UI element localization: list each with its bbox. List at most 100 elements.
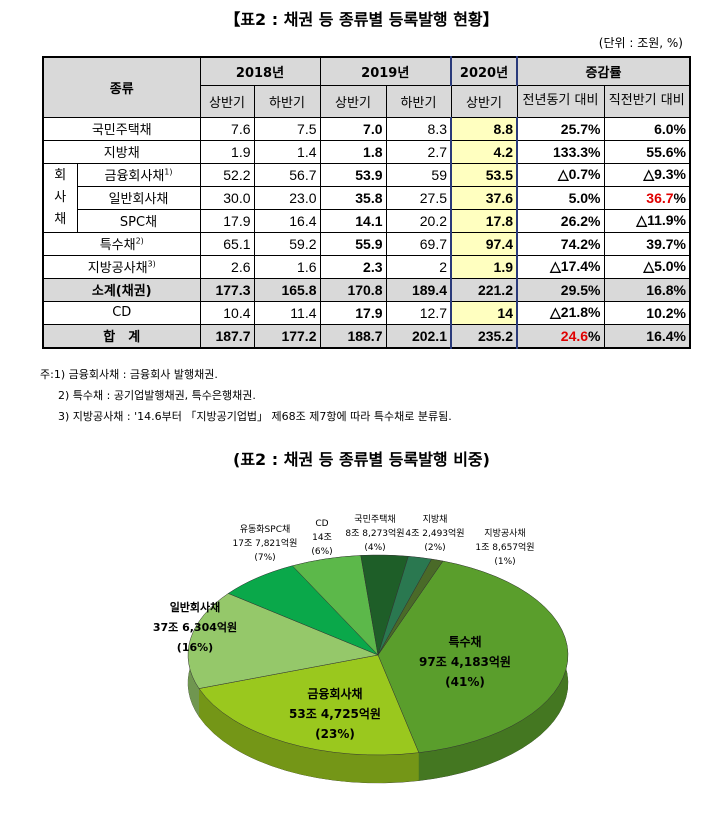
- footnote-2: 2) 특수채 : 공기업발행채권, 특수은행채권.: [58, 389, 256, 402]
- cell: 5.0%: [516, 185, 605, 210]
- label-spc: 유동화SPC채 17조 7,821억원 (7%): [232, 525, 298, 563]
- row-name-text: 합 계: [103, 330, 141, 345]
- cell: △21.8%: [516, 300, 605, 325]
- table-row: 지방공사채3) 2.6 1.6 2.3 2 1.9 △17.4% △5.0%: [42, 254, 691, 279]
- cell: 25.7%: [516, 116, 605, 141]
- cell: 17.8: [450, 208, 518, 233]
- cell: 16.4: [253, 208, 321, 233]
- cell: 59.2: [253, 231, 321, 256]
- cell-value: △9.3%: [643, 166, 686, 182]
- cell: 2: [385, 254, 452, 279]
- label-financial: 금융회사채 53조 4,725억원 (23%): [289, 687, 381, 741]
- cell-value: 27.5: [419, 189, 447, 206]
- footnote-ref: 2): [135, 236, 144, 246]
- cell-value: 59: [431, 166, 447, 183]
- cell-value: 35.8: [355, 189, 383, 206]
- label-local: 지방채 4조 2,493억원 (2%): [405, 515, 465, 553]
- cell-value: 30.0: [223, 189, 251, 206]
- row-name-text: 특수채: [99, 238, 136, 253]
- table-row: 특수채2) 65.1 59.2 55.9 69.7 97.4 74.2% 39.7%: [42, 231, 691, 256]
- cell: 53.5: [450, 162, 518, 187]
- cell-value: 20.2: [419, 212, 447, 229]
- header-kind: 종류: [42, 56, 201, 118]
- cell: 7.5: [253, 116, 321, 141]
- label-special: 특수채 97조 4,183억원 (41%): [419, 635, 511, 689]
- header-yoy: 전년동기 대비: [516, 84, 605, 118]
- table-row: 합 계 187.7 177.2 188.7 202.1 235.2 24.6% 16.4%: [42, 323, 691, 348]
- cell-value: 2: [439, 258, 447, 275]
- row-name: 소계(채권): [42, 277, 201, 302]
- table-row: 소계(채권) 177.3 165.8 170.8 189.4 221.2 29.5% 16.8…: [42, 277, 691, 302]
- cell: △11.9%: [603, 208, 691, 233]
- cell: 10.2%: [603, 300, 691, 325]
- cell: 12.7: [385, 300, 452, 325]
- group-label: 회 사 채: [42, 162, 78, 233]
- row-name-text: 국민주택채: [91, 123, 152, 138]
- cell-value: 133.3%: [553, 143, 601, 160]
- cell-value: 189.4: [411, 281, 447, 298]
- cell: 97.4: [450, 231, 518, 256]
- row-name-text: SPC채: [119, 215, 158, 230]
- label-general: 일반회사채 37조 6,304억원 (16%): [152, 601, 238, 654]
- cell: 36.7%: [603, 185, 691, 210]
- row-name-text: 소계(채권): [91, 284, 152, 299]
- cell-value: 52.2: [223, 166, 251, 183]
- cell: 26.2%: [516, 208, 605, 233]
- cell: 17.9: [319, 300, 387, 325]
- cell-value: 2.7: [427, 143, 447, 160]
- cell: 24.6%: [516, 323, 605, 348]
- cell-value: △0.7%: [557, 166, 601, 182]
- cell-value: 16.4: [289, 212, 317, 229]
- cell-value: 65.1: [223, 235, 251, 252]
- header-h2: 하반기: [385, 84, 452, 118]
- cell: 1.8: [319, 139, 387, 164]
- cell: 8.3: [385, 116, 452, 141]
- percent-sign: %: [588, 327, 601, 344]
- cell-value: 235.2: [477, 327, 513, 344]
- cell: 4.2: [450, 139, 518, 164]
- cell: 133.3%: [516, 139, 605, 164]
- cell: 16.8%: [603, 277, 691, 302]
- cell-value: 7.6: [231, 120, 251, 137]
- cell-value: 6.0%: [654, 120, 686, 137]
- cell: 56.7: [253, 162, 321, 187]
- cell-value: 221.2: [477, 281, 513, 298]
- pie-slice: [198, 654, 420, 756]
- row-name: 금융회사채1): [76, 162, 201, 187]
- cell: 1.9: [450, 254, 518, 279]
- cell-value: 1.8: [363, 143, 383, 160]
- pie-slice: [377, 558, 444, 656]
- cell-value: 55.6%: [646, 143, 686, 160]
- cell: 11.4: [253, 300, 321, 325]
- cell-value: 74.2%: [560, 235, 601, 252]
- footnote-ref: 1): [164, 167, 173, 177]
- cell: 202.1: [385, 323, 452, 348]
- label-housing: 국민주택채 8조 8,273억원 (4%): [345, 515, 405, 553]
- cell-value: △11.9%: [636, 212, 686, 228]
- header-hoh: 직전반기 대비: [603, 84, 691, 118]
- cell: 37.6: [450, 185, 518, 210]
- pie-slice: [377, 560, 569, 753]
- table-row: 일반회사채 30.0 23.0 35.8 27.5 37.6 5.0% 36.7%: [43, 185, 691, 210]
- header-h2: 하반기: [253, 84, 321, 118]
- unit-label: (단위 : 조원, %): [598, 36, 683, 50]
- cell-value: 177.2: [281, 327, 317, 344]
- cell-value: 5.0%: [568, 189, 601, 206]
- cell-value: 17.9: [223, 212, 251, 229]
- cell-value: 1.9: [493, 258, 513, 275]
- cell-value: 16.4%: [646, 327, 686, 344]
- cell-value: 24.6: [560, 327, 589, 344]
- cell-value: 29.5%: [560, 281, 601, 298]
- row-name-text: 금융회사채: [104, 169, 165, 184]
- cell: 2.7: [385, 139, 452, 164]
- cell-value: 10.2%: [646, 304, 686, 321]
- header-h1: 상반기: [319, 84, 387, 118]
- cell: 177.3: [199, 277, 255, 302]
- label-cd: CD 14조 (6%): [311, 519, 333, 557]
- cell: 6.0%: [603, 116, 691, 141]
- cell: 55.9: [319, 231, 387, 256]
- cell-value: 2.3: [363, 258, 383, 275]
- cell-value: △5.0%: [643, 258, 686, 274]
- cell: 170.8: [319, 277, 387, 302]
